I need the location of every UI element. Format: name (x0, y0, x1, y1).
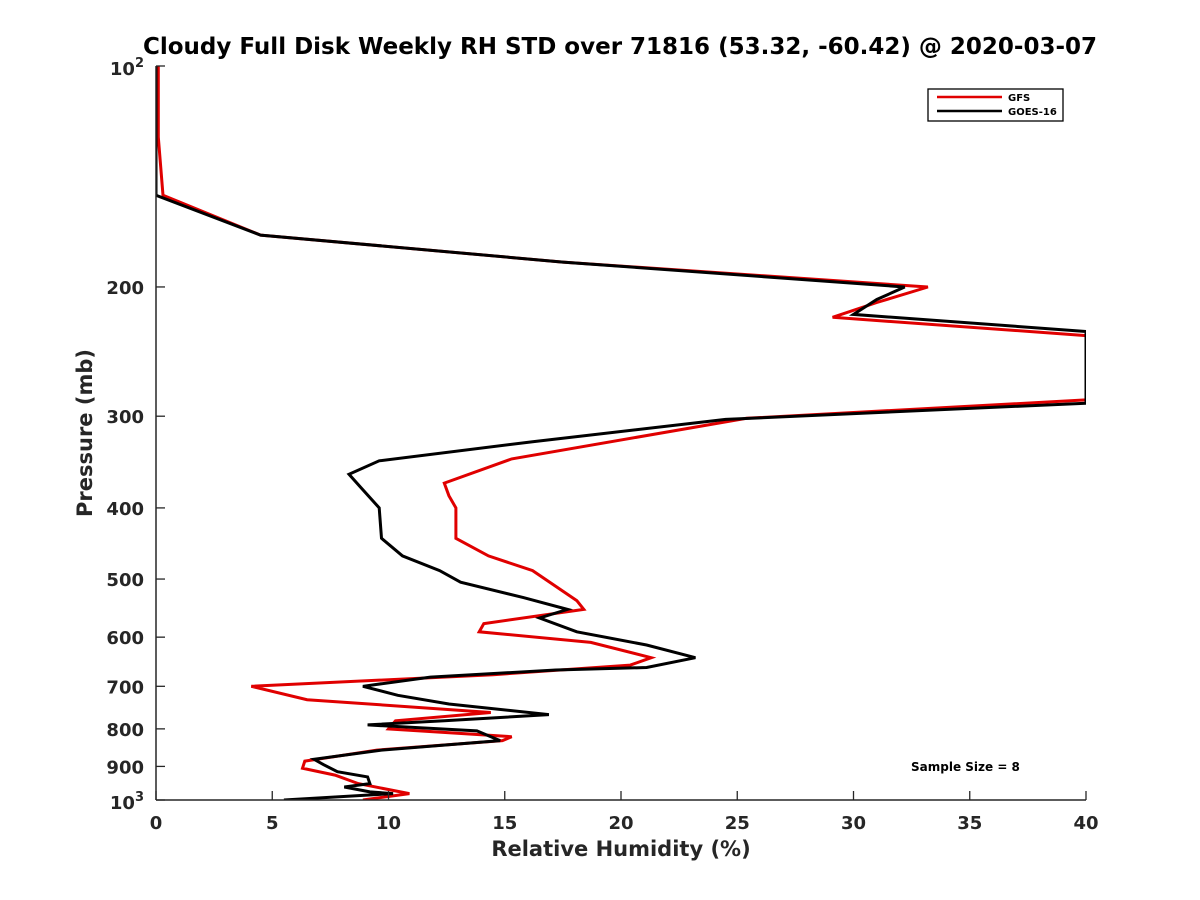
y-tick-label: 700 (106, 677, 144, 698)
y-tick-label: 103 (110, 790, 144, 814)
y-tick-label: 800 (106, 720, 144, 741)
legend: GFS GOES-16 (927, 88, 1064, 122)
y-axis-label: Pressure (mb) (73, 349, 97, 517)
x-tick-label: 35 (957, 813, 982, 834)
chart-title: Cloudy Full Disk Weekly RH STD over 7181… (143, 34, 1097, 60)
x-tick-label: 10 (376, 813, 401, 834)
y-ticks: 102 200 300 400 500 600 700 800 900 103 (106, 56, 165, 814)
x-tick-label: 25 (725, 813, 750, 834)
x-tick-label: 40 (1073, 813, 1098, 834)
x-tick-label: 20 (608, 813, 633, 834)
y-tick-label: 500 (106, 570, 144, 591)
series-layer (156, 66, 1086, 800)
y-tick-label: 400 (106, 499, 144, 520)
x-axis-label: Relative Humidity (%) (491, 837, 750, 861)
y-tick-label: 600 (106, 628, 144, 649)
sample-size-annotation: Sample Size = 8 (911, 760, 1020, 774)
y-tick-label: 200 (106, 278, 144, 299)
series-line-goes16 (156, 66, 1086, 800)
x-tick-label: 0 (150, 813, 163, 834)
x-ticks: 0 5 10 15 20 25 30 35 40 (150, 791, 1099, 834)
x-tick-label: 5 (266, 813, 279, 834)
x-tick-label: 15 (492, 813, 517, 834)
legend-box (927, 88, 1064, 122)
y-tick-label: 102 (110, 56, 144, 80)
plot-area: 0 5 10 15 20 25 30 35 40 102 200 300 400 500 600 700 80… (106, 56, 1098, 834)
legend-label-gfs: GFS (1008, 93, 1030, 104)
y-tick-label: 900 (106, 757, 144, 778)
legend-label-goes16: GOES-16 (1008, 107, 1057, 118)
x-tick-label: 30 (841, 813, 866, 834)
y-tick-label: 300 (106, 407, 144, 428)
